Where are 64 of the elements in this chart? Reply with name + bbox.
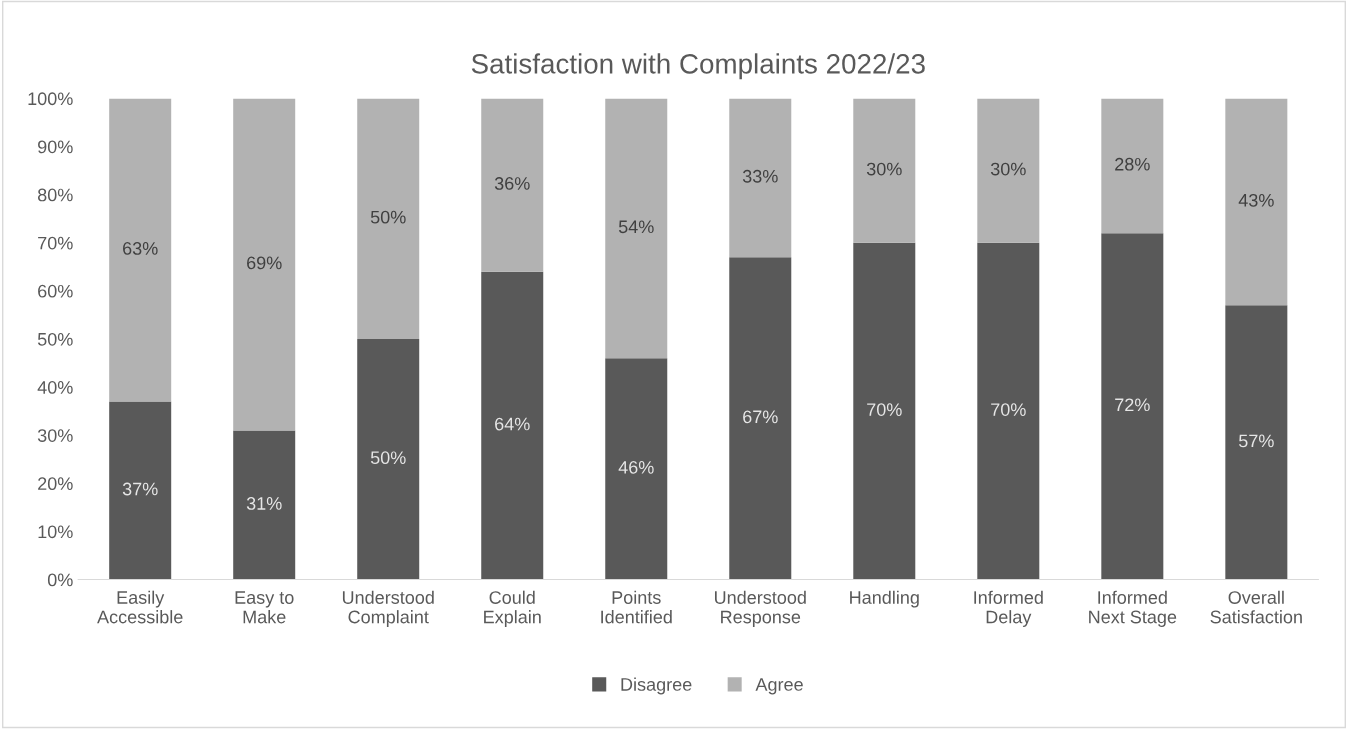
y-tick-label: 50% <box>37 332 73 346</box>
data-label: 36% <box>494 177 530 190</box>
x-tick-label: Points Identified <box>601 590 672 624</box>
bar <box>977 242 1040 580</box>
bar <box>729 98 792 258</box>
y-tick-label: 0% <box>47 573 73 587</box>
y-tick-label: 20% <box>38 477 73 491</box>
bar <box>481 98 544 272</box>
data-label: 28% <box>1115 157 1150 171</box>
bar <box>853 98 916 243</box>
x-tick-label: Informed Next Stage <box>1089 590 1177 627</box>
data-label: 70% <box>991 403 1026 416</box>
legend-label: Disagree <box>621 677 692 695</box>
data-label: 63% <box>123 242 158 255</box>
data-label: 43% <box>1238 193 1274 207</box>
data-label: 67% <box>743 410 778 424</box>
y-tick-label: 30% <box>37 429 73 442</box>
data-label: 30% <box>866 162 902 176</box>
bar <box>357 338 420 580</box>
x-tick-label: Understood Response <box>715 590 806 627</box>
data-label: 57% <box>1238 434 1274 448</box>
y-tick-label: 70% <box>38 236 73 250</box>
bar <box>109 401 172 580</box>
x-tick-label: Overall Satisfaction <box>1210 590 1302 624</box>
data-label: 30% <box>990 162 1026 176</box>
y-tick-label: 40% <box>37 381 73 394</box>
data-label: 54% <box>618 220 654 234</box>
bar <box>1225 98 1288 306</box>
data-label: 31% <box>246 497 282 510</box>
bar <box>605 98 668 359</box>
x-tick-label: Understood Complaint <box>342 590 434 627</box>
bar <box>977 98 1040 243</box>
y-tick-label: 60% <box>38 284 73 298</box>
bar <box>729 257 792 580</box>
bar <box>233 430 296 580</box>
bar <box>853 242 916 580</box>
bar <box>109 98 172 402</box>
x-tick-label: Handling <box>850 590 919 608</box>
y-tick-label: 10% <box>38 525 73 539</box>
bar <box>605 358 668 580</box>
x-tick-label: Easily Accessible <box>97 590 183 624</box>
y-tick-label: 100% <box>28 92 73 106</box>
data-label: 37% <box>122 482 158 496</box>
bar <box>357 98 420 339</box>
data-label: 50% <box>370 210 406 224</box>
y-tick-label: 90% <box>38 140 73 154</box>
x-tick-label: Informed Delay <box>974 590 1043 627</box>
bar <box>1101 233 1164 580</box>
x-tick-label: Could Explain <box>484 590 541 627</box>
bar <box>1225 305 1288 580</box>
y-tick-label: 80% <box>37 188 73 202</box>
data-label: 69% <box>247 256 282 270</box>
bar <box>481 271 544 580</box>
x-tick-label: Easy to Make <box>235 591 294 624</box>
data-label: 50% <box>370 451 406 465</box>
data-label: 64% <box>495 417 530 431</box>
data-label: 33% <box>742 169 778 183</box>
bar <box>233 98 296 431</box>
chart-title: Satisfaction with Complaints 2022/23 <box>471 53 925 80</box>
legend-label: Agree <box>755 678 803 695</box>
data-label: 70% <box>867 403 902 416</box>
bar <box>1101 98 1164 234</box>
data-label: 72% <box>1115 398 1150 412</box>
data-label: 46% <box>618 460 654 474</box>
